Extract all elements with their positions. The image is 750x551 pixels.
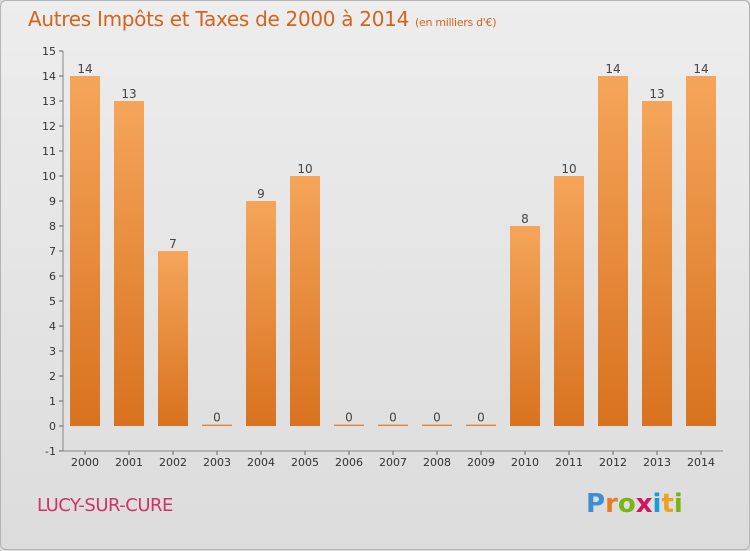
bar	[290, 176, 320, 426]
y-tick-label: -1	[45, 445, 56, 458]
y-tick-label: 1	[49, 395, 56, 408]
y-tick-label: 10	[42, 170, 56, 183]
data-label: 0	[477, 411, 485, 425]
bar	[554, 176, 584, 426]
data-label: 0	[433, 411, 441, 425]
x-tick-label: 2007	[379, 456, 407, 469]
chart-title-text: Autres Impôts et Taxes de 2000 à 2014	[28, 7, 409, 31]
proxiti-logo[interactable]: Proxiti	[586, 489, 683, 519]
x-tick-label: 2011	[555, 456, 583, 469]
bar	[510, 226, 540, 426]
x-tick-label: 2009	[467, 456, 495, 469]
y-tick-label: 12	[42, 120, 56, 133]
bar	[642, 101, 672, 426]
y-tick-label: 3	[49, 345, 56, 358]
y-tick-label: 2	[49, 370, 56, 383]
y-tick-label: 0	[49, 420, 56, 433]
bar	[378, 424, 408, 426]
x-tick-label: 2001	[115, 456, 143, 469]
data-label: 14	[693, 62, 708, 76]
data-label: 14	[77, 62, 92, 76]
x-tick-label: 2003	[203, 456, 231, 469]
data-label: 13	[649, 87, 664, 101]
bar	[246, 201, 276, 426]
data-label: 0	[213, 411, 221, 425]
y-tick-label: 6	[49, 270, 56, 283]
data-label: 9	[257, 187, 265, 201]
x-tick-label: 2002	[159, 456, 187, 469]
bar	[686, 76, 716, 426]
y-tick-label: 13	[42, 95, 56, 108]
data-label: 0	[345, 411, 353, 425]
bar	[334, 424, 364, 426]
y-tick-label: 14	[42, 70, 56, 83]
bar	[158, 251, 188, 426]
x-tick-label: 2000	[71, 456, 99, 469]
x-tick-label: 2005	[291, 456, 319, 469]
bar	[466, 424, 496, 426]
data-label: 7	[169, 237, 177, 251]
y-tick-label: 11	[42, 145, 56, 158]
data-label: 13	[121, 87, 136, 101]
y-tick-label: 4	[49, 320, 56, 333]
y-tick-label: 5	[49, 295, 56, 308]
data-label: 14	[605, 62, 620, 76]
x-tick-label: 2006	[335, 456, 363, 469]
bar	[70, 76, 100, 426]
x-tick-label: 2010	[511, 456, 539, 469]
chart-title: Autres Impôts et Taxes de 2000 à 2014 (en…	[28, 7, 496, 31]
x-tick-label: 2012	[599, 456, 627, 469]
data-label: 8	[521, 212, 529, 226]
bar	[202, 424, 232, 426]
y-tick-label: 15	[42, 45, 56, 58]
bar	[422, 424, 452, 426]
x-tick-label: 2004	[247, 456, 275, 469]
data-label: 10	[561, 162, 576, 176]
data-label: 10	[297, 162, 312, 176]
x-tick-label: 2014	[687, 456, 715, 469]
bar	[598, 76, 628, 426]
x-tick-label: 2013	[643, 456, 671, 469]
y-tick-label: 7	[49, 245, 56, 258]
chart-unit: (en milliers d'€)	[415, 16, 497, 29]
x-tick-label: 2008	[423, 456, 451, 469]
town-name: LUCY-SUR-CURE	[37, 495, 173, 516]
bar	[114, 101, 144, 426]
y-tick-label: 8	[49, 220, 56, 233]
data-label: 0	[389, 411, 397, 425]
y-tick-label: 9	[49, 195, 56, 208]
